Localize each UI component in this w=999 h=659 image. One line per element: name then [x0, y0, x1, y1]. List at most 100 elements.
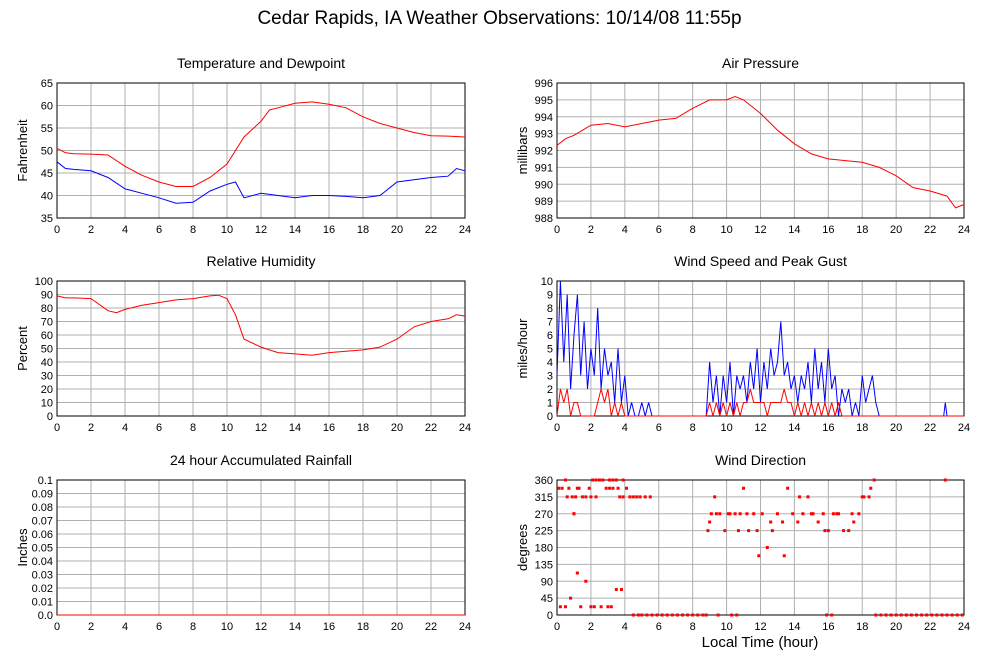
y-tick-label: 45 [541, 593, 553, 605]
x-tick-label: 4 [122, 621, 128, 633]
x-tick-label: 2 [88, 224, 94, 236]
data-point [765, 546, 769, 549]
data-point [733, 512, 737, 516]
y-tick-label: 991 [535, 162, 553, 174]
x-tick-label: 0 [54, 621, 60, 633]
x-tick-label: 22 [425, 422, 437, 434]
data-point [635, 495, 639, 499]
data-point [852, 520, 856, 524]
data-point [686, 613, 690, 617]
data-point [935, 613, 939, 617]
x-tick-label: 10 [720, 422, 732, 434]
x-tick-label: 6 [656, 621, 662, 633]
x-tick-label: 16 [323, 621, 335, 633]
x-axis-label: Local Time (hour) [701, 634, 819, 651]
y-tick-label: 1 [547, 398, 553, 410]
y-tick-label: 10 [41, 398, 53, 410]
data-point [569, 596, 573, 600]
x-tick-label: 8 [690, 621, 696, 633]
data-point [625, 486, 629, 490]
y-tick-label: 10 [541, 276, 553, 288]
y-tick-label: 90 [541, 576, 553, 588]
y-tick-label: 65 [41, 78, 53, 90]
data-point [738, 512, 742, 516]
x-tick-label: 18 [856, 224, 868, 236]
y-tick-label: 4 [547, 357, 553, 369]
series-line-red [56, 101, 466, 187]
y-tick-label: 3 [547, 371, 553, 383]
data-point [736, 529, 740, 533]
data-point [714, 512, 718, 516]
data-point [636, 613, 640, 617]
y-tick-label: 996 [535, 78, 553, 90]
data-point [648, 495, 652, 499]
x-tick-label: 2 [88, 422, 94, 434]
y-tick-label: 0.1 [38, 475, 53, 487]
y-tick-label: 0.07 [32, 516, 53, 528]
data-point [584, 495, 588, 499]
x-tick-label: 12 [255, 224, 267, 236]
x-tick-label: 4 [122, 422, 128, 434]
x-tick-label: 24 [958, 621, 970, 633]
page-title: Cedar Rapids, IA Weather Observations: 1… [257, 8, 742, 29]
data-point [945, 613, 949, 617]
x-tick-label: 4 [122, 224, 128, 236]
x-tick-label: 8 [190, 621, 196, 633]
x-tick-label: 12 [754, 422, 766, 434]
y-tick-label: 0.01 [32, 597, 53, 609]
y-tick-label: 0.0 [38, 610, 53, 622]
data-point [665, 613, 669, 617]
data-point [579, 605, 583, 609]
x-tick-label: 12 [754, 224, 766, 236]
y-tick-label: 50 [41, 344, 53, 356]
y-tick-label: 55 [41, 123, 53, 135]
data-point [757, 554, 761, 558]
y-tick-label: 0.04 [32, 556, 53, 568]
y-tick-label: 315 [535, 492, 553, 504]
data-point [925, 613, 929, 617]
data-point [816, 520, 820, 524]
data-point [825, 613, 829, 617]
y-tick-label: 225 [535, 526, 553, 538]
x-tick-label: 16 [822, 422, 834, 434]
x-tick-label: 20 [890, 621, 902, 633]
x-tick-label: 6 [156, 621, 162, 633]
x-tick-label: 20 [391, 422, 403, 434]
y-tick-label: 135 [535, 559, 553, 571]
x-tick-label: 8 [190, 422, 196, 434]
y-tick-label: 0.05 [32, 543, 53, 555]
x-tick-label: 24 [459, 621, 471, 633]
data-point [745, 512, 749, 516]
data-point [621, 478, 625, 482]
data-point [879, 613, 883, 617]
x-tick-label: 8 [690, 422, 696, 434]
series-line-blue [56, 161, 466, 204]
data-point [594, 478, 598, 482]
data-point [691, 613, 695, 617]
x-tick-label: 18 [357, 224, 369, 236]
y-tick-label: 35 [41, 213, 53, 225]
data-point [821, 512, 825, 516]
data-point [563, 478, 567, 482]
data-point [716, 613, 720, 617]
x-tick-label: 12 [255, 422, 267, 434]
data-point [577, 486, 581, 490]
data-point [869, 486, 873, 490]
y-tick-label: 50 [41, 146, 53, 158]
x-tick-label: 0 [54, 422, 60, 434]
data-point [589, 605, 593, 609]
y-tick-label: 40 [41, 191, 53, 203]
data-point [837, 512, 841, 516]
x-tick-label: 4 [622, 224, 628, 236]
data-point [580, 495, 584, 499]
y-axis-label: Inches [15, 528, 30, 567]
x-tick-label: 22 [425, 224, 437, 236]
y-tick-label: 40 [41, 357, 53, 369]
data-point [619, 588, 623, 591]
y-tick-label: 45 [41, 168, 53, 180]
data-point [645, 613, 649, 617]
data-point [592, 605, 596, 609]
series-line-blue [556, 280, 964, 417]
